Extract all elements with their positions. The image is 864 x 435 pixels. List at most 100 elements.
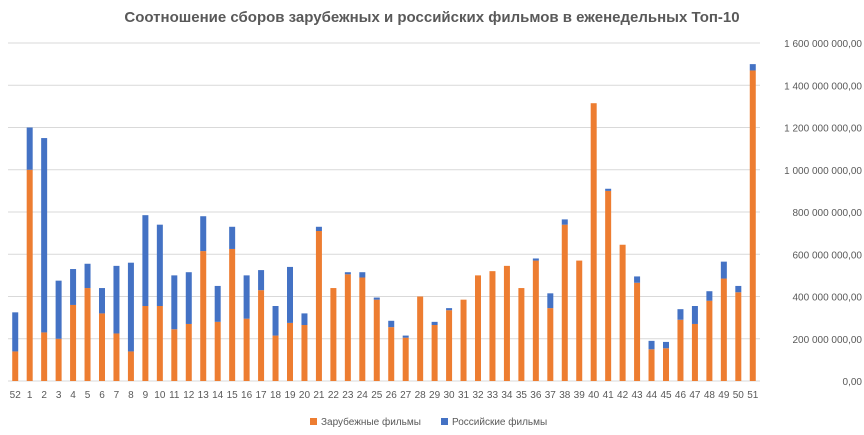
bar-foreign-films	[735, 292, 742, 381]
bar-foreign-films	[634, 282, 641, 381]
x-tick-label: 19	[284, 390, 296, 401]
bar-russian-films	[113, 265, 120, 334]
x-tick-label: 28	[415, 390, 427, 401]
x-tick-label: 25	[371, 390, 383, 401]
x-tick-label: 44	[646, 390, 658, 401]
y-axis-tick-labels: 0,00 200 000 000,00 400 000 000,00 600 000 …	[784, 39, 862, 388]
bar-foreign-films	[171, 329, 178, 381]
x-tick-label: 46	[675, 390, 687, 401]
bar-foreign-films	[561, 224, 568, 381]
bar-foreign-films	[70, 304, 77, 381]
bar-russian-films	[287, 266, 293, 323]
x-tick-label: 12	[183, 390, 195, 401]
bar-russian-films	[720, 261, 727, 279]
bar-foreign-films	[229, 248, 236, 381]
x-tick-label: 49	[718, 390, 730, 401]
bar-foreign-films	[475, 275, 481, 381]
x-tick-label: 33	[487, 390, 499, 401]
x-tick-label: 5	[85, 390, 91, 401]
bar-foreign-films	[532, 260, 539, 381]
x-tick-label: 13	[198, 390, 210, 401]
x-tick-label: 43	[632, 390, 644, 401]
bar-foreign-films	[344, 274, 351, 381]
bar-foreign-films	[99, 313, 105, 381]
y-tick-label: 0,00	[843, 377, 863, 388]
x-tick-label: 11	[169, 390, 180, 401]
bar-foreign-films	[547, 308, 554, 381]
bar-russian-films	[214, 285, 221, 322]
x-tick-label: 29	[429, 390, 441, 401]
bar-russian-films	[142, 215, 149, 307]
bar-foreign-films	[185, 323, 192, 381]
bar-foreign-films	[503, 265, 510, 381]
legend-label-foreign: Зарубежные фильмы	[321, 416, 421, 428]
bar-foreign-films	[200, 251, 207, 381]
x-tick-label: 18	[270, 390, 282, 401]
bar-russian-films	[127, 262, 134, 352]
x-tick-label: 32	[472, 390, 484, 401]
x-tick-label: 7	[114, 390, 120, 401]
x-tick-label: 14	[212, 390, 224, 401]
bar-foreign-films	[359, 277, 366, 381]
x-tick-label: 10	[154, 390, 166, 401]
bar-foreign-films	[749, 70, 756, 382]
x-tick-label: 30	[444, 390, 456, 401]
gridlines	[8, 42, 760, 382]
x-tick-label: 8	[128, 390, 134, 401]
bar-foreign-films	[706, 300, 713, 381]
bar-foreign-films	[243, 318, 250, 381]
bar-foreign-films	[648, 349, 655, 381]
bar-foreign-films	[330, 288, 337, 381]
x-tick-label: 24	[357, 390, 369, 401]
bar-foreign-films	[142, 306, 149, 381]
y-tick-label: 600 000 000,00	[792, 250, 862, 261]
bar-foreign-films	[663, 348, 669, 381]
legend-swatch-russian	[441, 418, 448, 425]
bar-russian-films	[431, 321, 438, 326]
y-tick-label: 1 400 000 000,00	[784, 81, 862, 92]
y-tick-label: 200 000 000,00	[792, 335, 862, 346]
bar-foreign-films	[388, 327, 395, 381]
y-tick-label: 800 000 000,00	[792, 208, 862, 219]
bar-russian-films	[229, 226, 236, 249]
x-tick-label: 52	[10, 390, 22, 401]
x-tick-label: 37	[545, 390, 557, 401]
bar-foreign-films	[431, 325, 438, 381]
bar-russian-films	[402, 335, 409, 338]
x-tick-label: 45	[660, 390, 672, 401]
x-tick-label: 39	[574, 390, 586, 401]
bar-russian-films	[84, 263, 91, 289]
x-tick-label: 9	[143, 390, 149, 401]
bar-russian-films	[301, 313, 308, 326]
bar-russian-films	[388, 320, 395, 328]
bar-foreign-films	[446, 310, 453, 381]
bar-foreign-films	[113, 333, 120, 381]
legend: Зарубежные фильмы Российские фильмы	[310, 416, 547, 428]
bar-russian-films	[243, 275, 250, 319]
bar-russian-films	[648, 340, 655, 350]
x-tick-label: 4	[70, 390, 76, 401]
x-tick-label: 41	[603, 390, 615, 401]
chart-title: Соотношение сборов зарубежных и российск…	[124, 9, 739, 26]
x-tick-label: 23	[342, 390, 354, 401]
legend-swatch-foreign	[310, 418, 317, 425]
x-tick-label: 36	[530, 390, 542, 401]
x-tick-label: 31	[458, 390, 470, 401]
bar-foreign-films	[156, 306, 163, 381]
bar-russian-films	[344, 272, 351, 275]
x-tick-label: 1	[27, 390, 33, 401]
y-tick-label: 400 000 000,00	[792, 293, 862, 304]
bar-russian-films	[359, 272, 366, 278]
bar-russian-films	[706, 291, 713, 301]
bar-foreign-films	[84, 288, 91, 381]
bar-foreign-films	[55, 338, 62, 381]
bar-foreign-films	[590, 103, 597, 382]
bar-russian-films	[55, 280, 62, 339]
bar-russian-films	[171, 275, 178, 330]
x-tick-label: 50	[733, 390, 745, 401]
bar-russian-films	[156, 224, 163, 307]
legend-label-russian: Российские фильмы	[452, 416, 547, 428]
x-tick-label: 6	[99, 390, 105, 401]
